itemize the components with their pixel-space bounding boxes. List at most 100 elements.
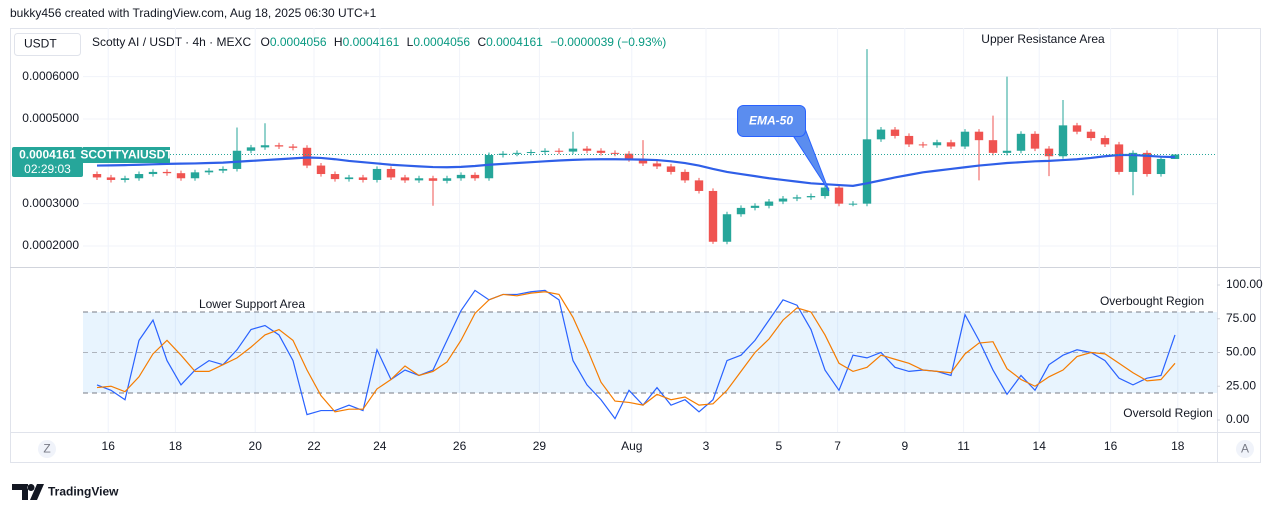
x-tick-label: 16	[102, 439, 116, 453]
candle-body	[246, 147, 256, 151]
candle-body	[1142, 152, 1152, 175]
candle-body	[988, 140, 998, 153]
candle-body	[736, 207, 746, 215]
candle-body	[372, 168, 382, 180]
marks-layer	[83, 49, 1217, 420]
candle-body	[876, 129, 886, 140]
h-label: H	[334, 35, 343, 49]
candle-body	[946, 142, 956, 147]
candle-body	[1002, 150, 1012, 153]
x-tick-label: 22	[307, 439, 321, 453]
ticker-tag-text: SCOTTYAIUSDT	[80, 148, 173, 162]
symbol: Scotty AI / USDT · 4h · MEXC	[92, 35, 251, 49]
o-label: O	[261, 35, 270, 49]
candle-body	[596, 150, 606, 153]
candle-body	[974, 131, 984, 141]
price-tag	[12, 147, 83, 177]
candle-body	[1072, 125, 1082, 132]
candle-body	[274, 145, 284, 147]
candle-body	[134, 174, 144, 179]
candle-body	[92, 174, 102, 178]
change: −0.0000039 (−0.93%)	[550, 35, 666, 49]
callout-box	[737, 105, 806, 137]
candle-body	[526, 152, 536, 154]
candle-body	[1156, 158, 1166, 175]
candle-body	[568, 148, 578, 152]
candle-body	[792, 197, 802, 199]
candle-body	[1100, 138, 1110, 145]
candle-body	[232, 150, 242, 169]
candle-body	[386, 168, 396, 178]
support-annotation: Lower Support Area	[199, 297, 305, 311]
candle-body	[1128, 152, 1138, 172]
candle-body	[442, 178, 452, 181]
candle-body	[582, 148, 592, 151]
candle-body	[106, 177, 116, 180]
candle-body	[512, 152, 522, 154]
resistance-annotation: Upper Resistance Area	[981, 32, 1105, 46]
ema-line	[96, 153, 1176, 187]
candle-body	[904, 135, 914, 145]
oversold-annotation: Oversold Region	[1123, 406, 1212, 420]
stoch-line	[96, 291, 1176, 413]
candle-body	[848, 203, 858, 205]
y-tick-label: 0.0002000	[22, 238, 79, 252]
candle-body	[176, 173, 186, 179]
brand: TradingView	[48, 485, 119, 499]
candle-body	[190, 172, 200, 179]
frame	[10, 28, 1261, 463]
candle-body	[778, 198, 788, 202]
candle-body	[456, 174, 466, 179]
candle-body	[834, 187, 844, 204]
candle-body	[960, 131, 970, 147]
candle-body	[204, 170, 214, 173]
candle-body	[750, 205, 760, 208]
candle-body	[344, 177, 354, 180]
candle-body	[554, 150, 564, 152]
candle-body	[932, 142, 942, 146]
candle-body	[1058, 125, 1068, 157]
y-tick-label: 0.0006000	[22, 69, 79, 83]
candle-body	[260, 145, 270, 148]
scale-button[interactable]	[1236, 440, 1254, 458]
x-tick-label: 20	[249, 439, 263, 453]
x-tick-label: Aug	[621, 439, 642, 453]
scale-button-label: A	[1241, 442, 1249, 456]
candle-body	[400, 177, 410, 181]
y-tick-label: 50.00	[1226, 345, 1256, 359]
x-tick-label: 29	[533, 439, 547, 453]
x-tick-label: 18	[169, 439, 183, 453]
candle-body	[330, 174, 340, 180]
currency-box[interactable]	[14, 33, 81, 56]
c-label: C	[477, 35, 486, 49]
scale-button[interactable]	[38, 440, 56, 458]
candle-body	[918, 144, 928, 146]
stoch-line	[96, 289, 1176, 420]
y-tick-label: 0.0005000	[22, 111, 79, 125]
x-tick-label: 3	[703, 439, 710, 453]
candle-body	[624, 153, 634, 160]
x-tick-label: 24	[373, 439, 387, 453]
candle-body	[470, 174, 480, 179]
x-tick-label: 26	[453, 439, 467, 453]
overlay-layer: USDT Scotty AI / USDT · 4h · MEXC O0.000…	[12, 32, 1254, 500]
overbought-annotation: Overbought Region	[1100, 294, 1204, 308]
y-tick-label: 0.00	[1226, 412, 1250, 426]
ticker-tag	[83, 147, 170, 163]
candle-body	[288, 146, 298, 148]
candle-body	[148, 171, 158, 175]
candle-body	[722, 214, 732, 242]
candle-body	[316, 165, 326, 175]
candle-body	[428, 178, 438, 181]
scale-button-label: Z	[43, 442, 50, 456]
candle-body	[1030, 133, 1040, 149]
x-tick-label: 16	[1104, 439, 1118, 453]
candle-body	[484, 154, 494, 179]
y-tick-label: 75.00	[1226, 311, 1256, 325]
candle-body	[820, 187, 830, 197]
candle-body	[764, 201, 774, 206]
candle-body	[652, 163, 662, 167]
